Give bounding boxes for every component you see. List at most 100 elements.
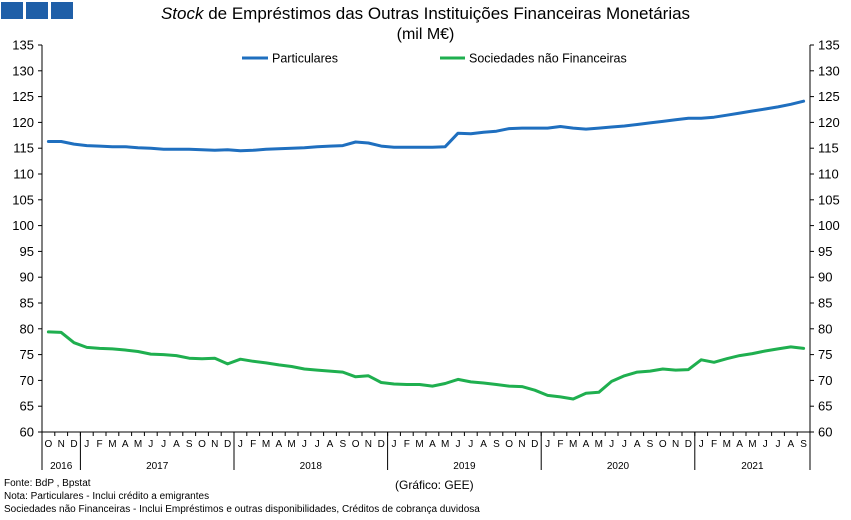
y-tick-label-left: 100	[12, 218, 34, 233]
x-tick-label-month: J	[699, 439, 704, 450]
x-tick-label-month: O	[659, 439, 667, 450]
y-tick-label-left: 80	[20, 321, 34, 336]
x-tick-label-month: F	[97, 439, 103, 450]
x-tick-label-month: F	[711, 439, 717, 450]
y-tick-label-right: 90	[818, 270, 832, 285]
x-tick-label-month: J	[392, 439, 397, 450]
x-tick-label-month: M	[595, 439, 603, 450]
x-tick-label-month: S	[339, 439, 346, 450]
x-tick-label-month: A	[275, 439, 282, 450]
y-tick-label-right: 115	[818, 141, 839, 156]
x-tick-label-month: J	[148, 439, 153, 450]
footnotes: Fonte: BdP , Bpstat Nota: Particulares -…	[4, 477, 480, 516]
y-tick-label-left: 60	[20, 425, 34, 440]
legend-sociedades-nao-financeiras-label: Sociedades não Financeiras	[469, 52, 627, 66]
x-tick-label-month: J	[238, 439, 243, 450]
chart-title-rest: de Empréstimos das Outras Instituições F…	[203, 4, 691, 23]
x-tick-label-month: J	[315, 439, 320, 450]
series-line-sociedades-nao-financeiras	[46, 330, 806, 401]
legend-particulares-label: Particulares	[272, 52, 338, 66]
x-tick-label-month: D	[685, 439, 692, 450]
x-tick-label-month: S	[800, 439, 807, 450]
y-tick-label-left: 105	[12, 192, 34, 207]
x-tick-label-month: J	[468, 439, 473, 450]
y-tick-label-right: 130	[818, 63, 840, 78]
chart-title: Stock de Empréstimos das Outras Institui…	[0, 4, 851, 24]
y-tick-label-left: 65	[20, 399, 34, 414]
y-tick-label-right: 95	[818, 244, 832, 259]
brand-logo-block-3	[51, 2, 73, 19]
x-tick-label-month: S	[186, 439, 193, 450]
series-line-particulares	[46, 99, 806, 153]
x-tick-label-month: M	[134, 439, 142, 450]
y-tick-label-left: 85	[20, 296, 34, 311]
y-tick-label-right: 70	[818, 373, 832, 388]
x-tick-label-month: F	[557, 439, 563, 450]
x-tick-label-month: A	[736, 439, 743, 450]
x-tick-label-month: J	[302, 439, 307, 450]
brand-logo-block-2	[26, 2, 48, 19]
x-tick-label-month: D	[224, 439, 231, 450]
y-tick-label-left: 135	[12, 38, 34, 53]
x-tick-label-year: 2016	[50, 461, 73, 472]
x-tick-label-month: S	[493, 439, 500, 450]
x-tick-label-month: J	[763, 439, 768, 450]
x-tick-label-month: O	[505, 439, 513, 450]
y-tick-label-left: 90	[20, 270, 34, 285]
y-tick-label-right: 75	[818, 347, 832, 362]
y-tick-label-left: 70	[20, 373, 34, 388]
x-tick-label-month: M	[723, 439, 731, 450]
x-tick-label-month: M	[262, 439, 270, 450]
x-tick-label-year: 2019	[453, 461, 476, 472]
x-tick-label-month: M	[415, 439, 423, 450]
y-tick-label-right: 100	[818, 218, 840, 233]
y-tick-label-left: 95	[20, 244, 34, 259]
chart-subtitle: (mil M€)	[396, 26, 455, 43]
x-tick-label-month: M	[108, 439, 116, 450]
x-tick-label-year: 2017	[146, 461, 169, 472]
x-tick-label-month: N	[211, 439, 218, 450]
y-tick-label-right: 80	[818, 321, 832, 336]
x-tick-label-month: A	[122, 439, 129, 450]
x-tick-label-month: M	[569, 439, 577, 450]
y-tick-label-left: 115	[13, 141, 34, 156]
x-tick-label-month: J	[456, 439, 461, 450]
x-tick-label-month: J	[776, 439, 781, 450]
x-tick-label-month: A	[327, 439, 334, 450]
y-tick-label-left: 110	[13, 167, 34, 182]
chart-credit: (Gráfico: GEE)	[395, 478, 474, 492]
x-tick-label-month: A	[480, 439, 487, 450]
x-tick-label-month: J	[545, 439, 550, 450]
x-tick-label-month: N	[518, 439, 525, 450]
x-tick-label-month: F	[250, 439, 256, 450]
x-tick-label-month: A	[634, 439, 641, 450]
x-tick-label-month: O	[352, 439, 360, 450]
x-tick-label-month: D	[378, 439, 385, 450]
note-snf: Sociedades não Financeiras - Inclui Empr…	[4, 504, 480, 515]
x-tick-label-month: A	[787, 439, 794, 450]
x-tick-label-month: M	[441, 439, 449, 450]
x-tick-label-month: M	[748, 439, 756, 450]
y-tick-label-right: 85	[818, 296, 832, 311]
y-tick-label-left: 130	[12, 63, 34, 78]
x-tick-label-month: A	[583, 439, 590, 450]
x-tick-label-month: J	[609, 439, 614, 450]
y-tick-label-right: 135	[818, 38, 840, 53]
x-tick-label-month: N	[365, 439, 372, 450]
y-tick-label-right: 110	[818, 167, 839, 182]
x-tick-label-month: D	[531, 439, 538, 450]
x-tick-label-month: O	[198, 439, 206, 450]
x-tick-label-year: 2021	[741, 461, 764, 472]
x-tick-label-month: J	[161, 439, 166, 450]
x-tick-label-year: 2020	[607, 461, 630, 472]
y-tick-label-right: 120	[818, 115, 840, 130]
x-tick-label-month: A	[429, 439, 436, 450]
y-tick-label-left: 125	[12, 89, 34, 104]
x-tick-label-month: F	[404, 439, 410, 450]
x-tick-label-month: S	[647, 439, 654, 450]
x-tick-label-month: O	[45, 439, 53, 450]
x-tick-label-month: A	[173, 439, 180, 450]
source-note: Fonte: BdP , Bpstat	[4, 478, 91, 489]
y-tick-label-right: 60	[818, 425, 832, 440]
